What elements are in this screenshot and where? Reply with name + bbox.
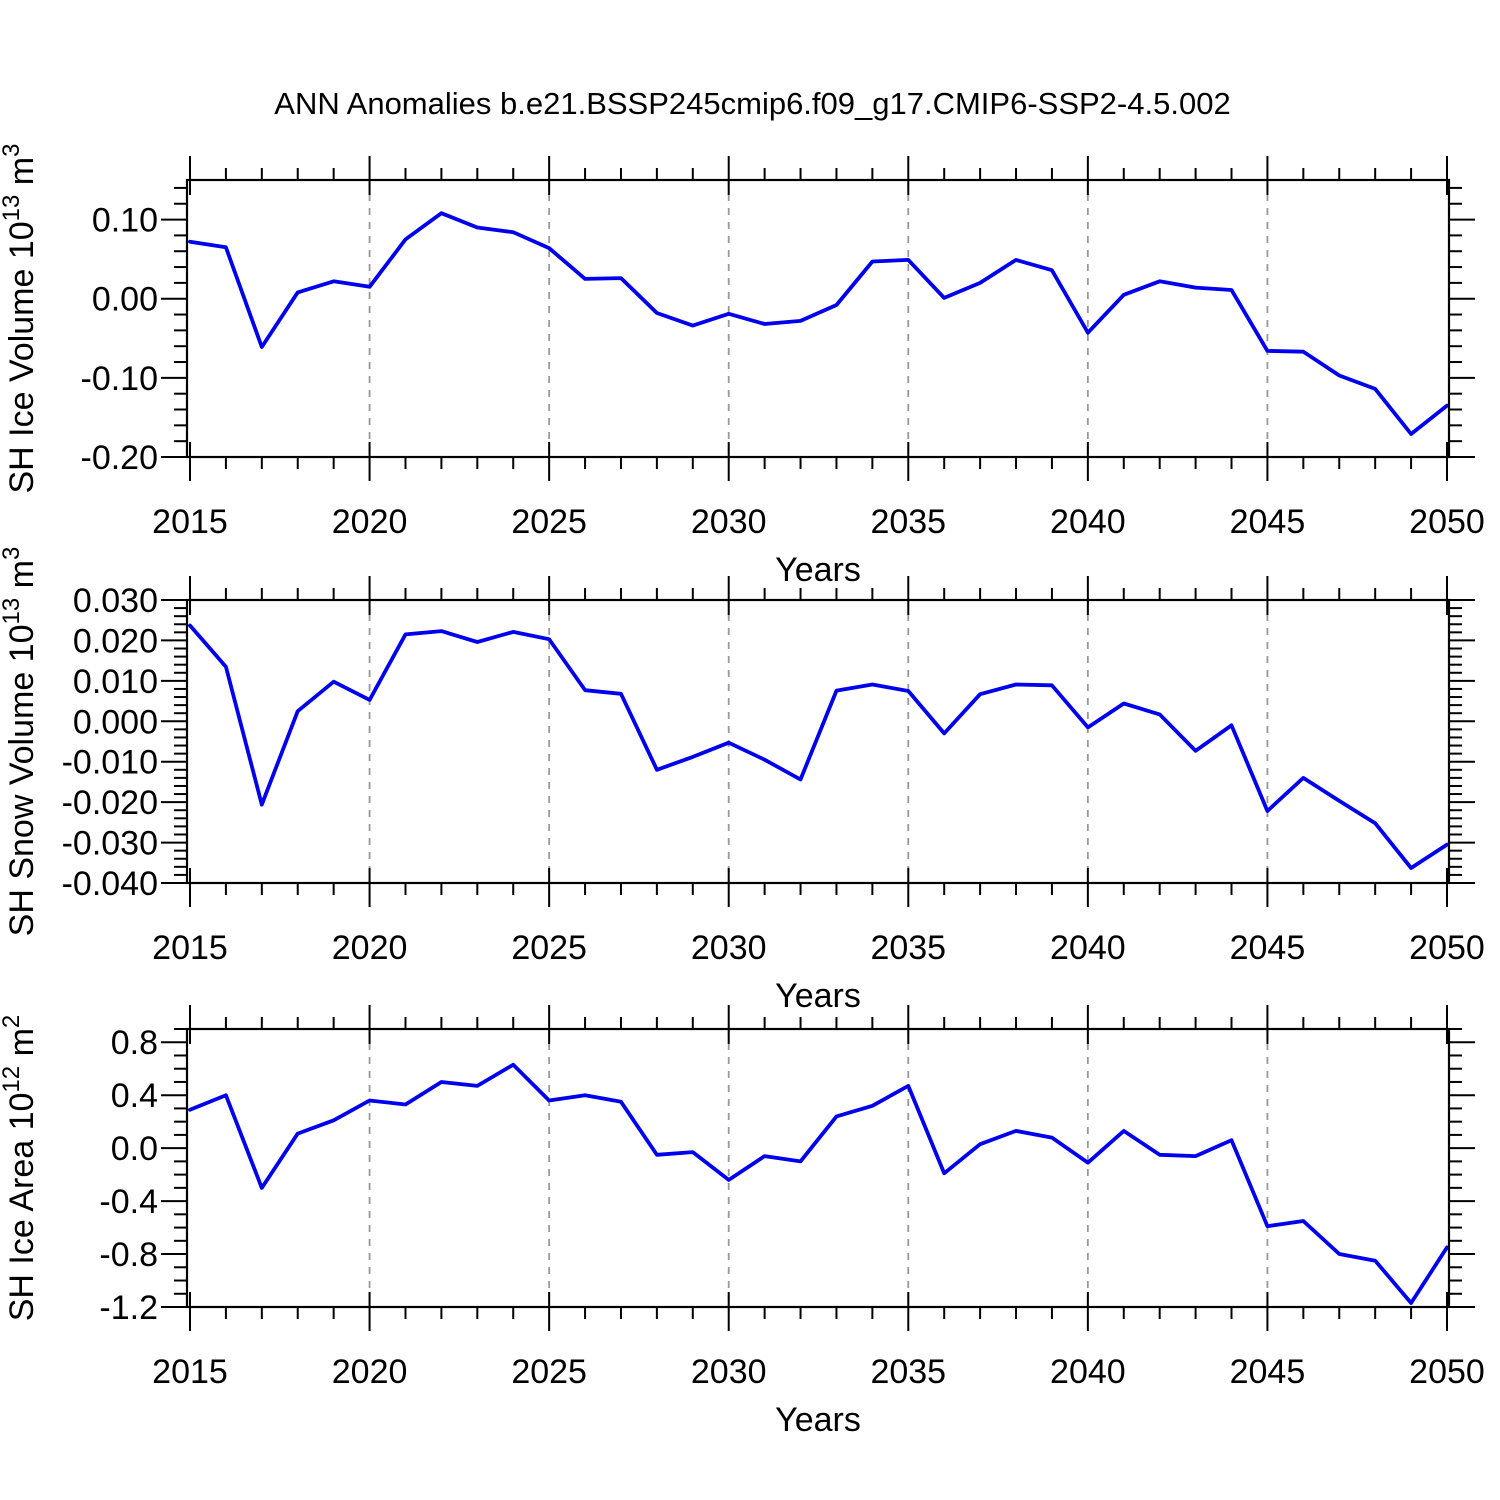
y-tick-label: 0.00	[92, 281, 158, 319]
y-tick-label: -0.10	[81, 360, 159, 398]
y-tick-label: -0.8	[99, 1236, 158, 1274]
x-tick-label: 2015	[152, 929, 228, 967]
y-tick-label: -0.040	[62, 865, 158, 903]
x-tick-label: 2030	[691, 929, 767, 967]
x-tick-label: 2030	[691, 503, 767, 541]
y-tick-label: 0.0	[111, 1130, 158, 1168]
x-tick-label: 2015	[152, 503, 228, 541]
y-axis-title: SH Ice Area 1012 m2	[0, 1015, 41, 1322]
x-tick-label: 2015	[152, 1353, 228, 1391]
data-line-sh-ice-volume	[188, 211, 1449, 436]
y-tick-label: -0.4	[99, 1183, 158, 1221]
y-tick-label: -1.2	[99, 1289, 158, 1327]
panel-frame	[185, 178, 1451, 459]
x-tick-label: 2030	[691, 1353, 767, 1391]
panel-frame	[185, 598, 1451, 885]
x-tick-label: 2025	[511, 1353, 587, 1391]
x-tick-label: 2050	[1409, 1353, 1485, 1391]
x-tick-label: 2035	[870, 503, 946, 541]
x-tick-label: 2040	[1050, 503, 1126, 541]
x-tick-label: 2040	[1050, 1353, 1126, 1391]
x-tick-label: 2020	[332, 1353, 408, 1391]
y-axis-title: SH Ice Volume 1013 m3	[0, 144, 41, 494]
y-tick-label: 0.010	[73, 663, 158, 701]
y-tick-label: -0.20	[81, 439, 159, 477]
y-tick-label: 0.000	[73, 703, 158, 741]
y-tick-label: 0.030	[73, 582, 158, 620]
x-tick-label: 2045	[1230, 503, 1306, 541]
x-tick-label: 2045	[1230, 1353, 1306, 1391]
x-tick-label: 2050	[1409, 929, 1485, 967]
x-axis-title: Years	[775, 1401, 861, 1439]
y-axis-title: SH Snow Volume 1013 m3	[0, 547, 41, 937]
y-tick-label: -0.020	[62, 784, 158, 822]
x-tick-label: 2025	[511, 929, 587, 967]
x-tick-label: 2035	[870, 929, 946, 967]
y-tick-label: 0.8	[111, 1024, 158, 1062]
x-tick-label: 2045	[1230, 929, 1306, 967]
panel-frame	[185, 1027, 1451, 1309]
panel-sh-ice-area: 2015 2020 2025 2030 2035 2040 2045 2050 0.8 0.4 0.…	[0, 1005, 1485, 1439]
x-axis-title: Years	[775, 977, 861, 1015]
y-tick-label: -0.010	[62, 744, 158, 782]
panel-sh-ice-volume: 2015 2020 2025 2030 2035 2040 2045 2050 0.10 0.00…	[0, 144, 1485, 590]
x-tick-label: 2020	[332, 503, 408, 541]
x-tick-label: 2040	[1050, 929, 1126, 967]
x-axis-title: Years	[775, 551, 861, 589]
data-line-sh-snow-volume	[188, 623, 1449, 870]
chart-title: ANN Anomalies b.e21.BSSP245cmip6.f09_g17…	[274, 86, 1231, 121]
y-tick-label: 0.4	[111, 1077, 158, 1115]
x-tick-label: 2020	[332, 929, 408, 967]
x-tick-label: 2050	[1409, 503, 1485, 541]
y-tick-label: -0.030	[62, 825, 158, 863]
x-tick-label: 2035	[870, 1353, 946, 1391]
y-tick-label: 0.020	[73, 622, 158, 660]
panel-sh-snow-volume: 2015 2020 2025 2030 2035 2040 2045 20500.0300.0…	[0, 547, 1485, 1015]
x-tick-label: 2025	[511, 503, 587, 541]
data-line-sh-ice-area	[188, 1062, 1449, 1305]
y-tick-label: 0.10	[92, 202, 158, 240]
